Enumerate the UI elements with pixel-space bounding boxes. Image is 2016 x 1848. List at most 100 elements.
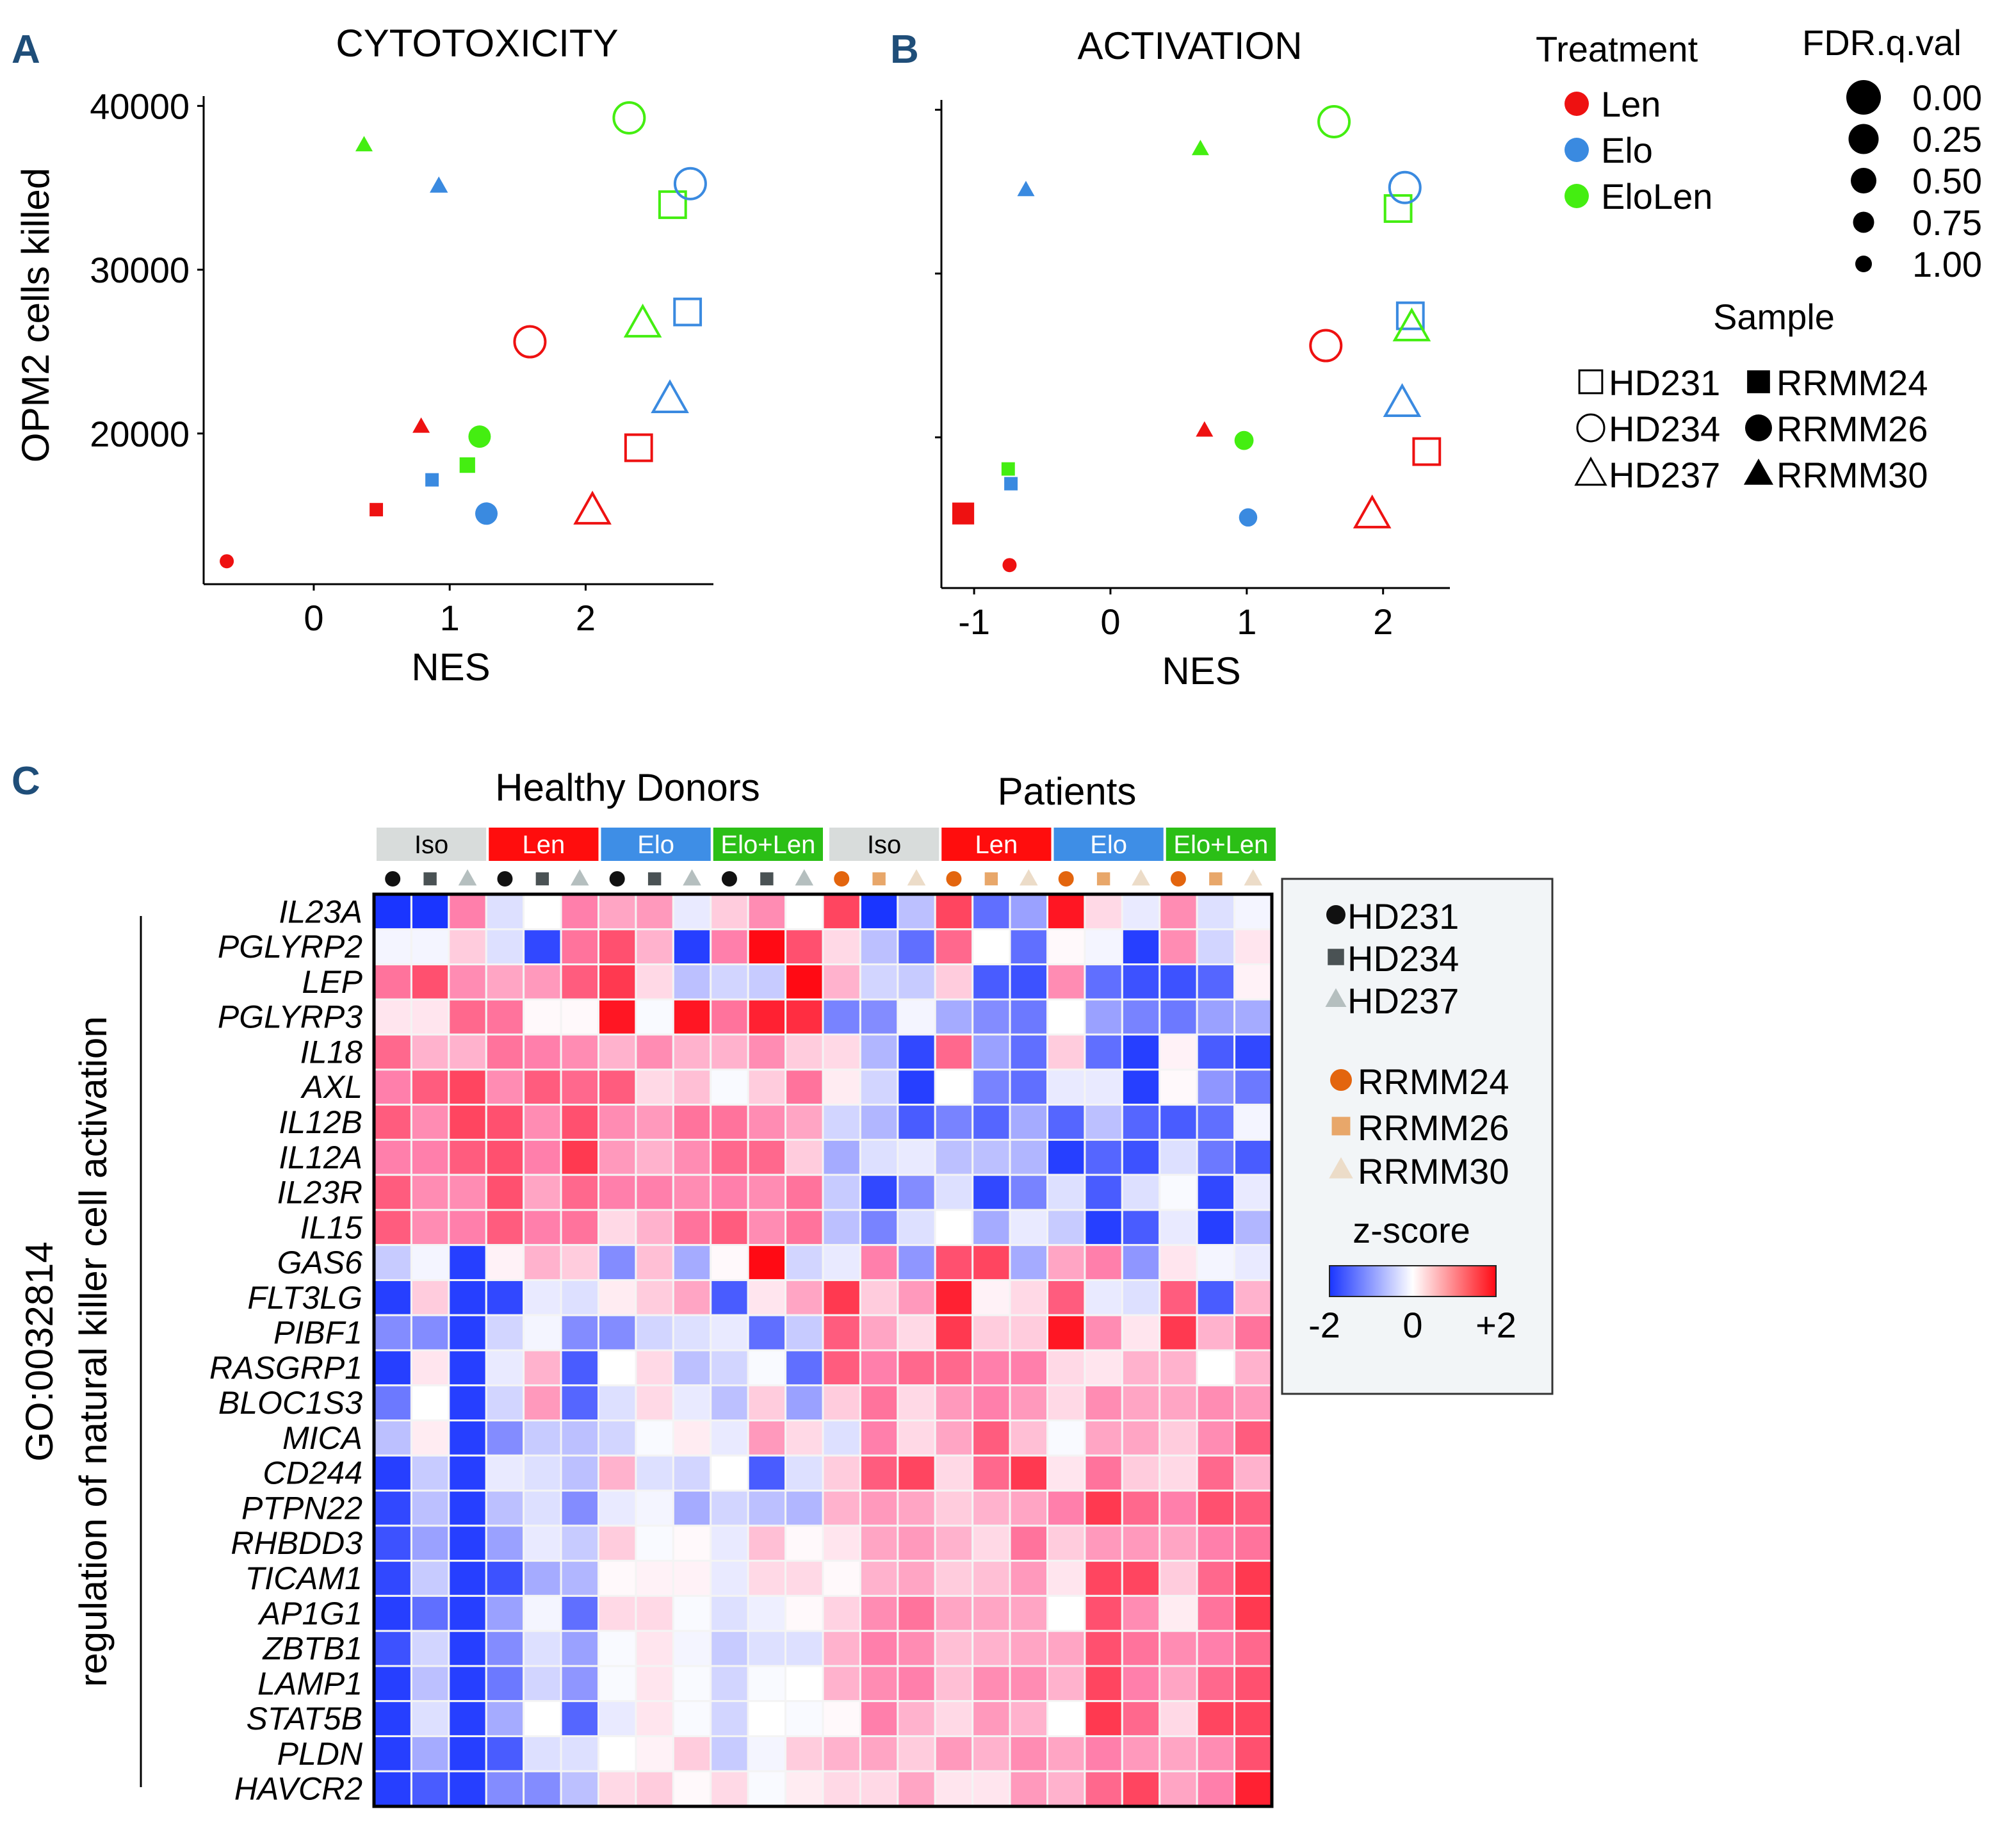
heatmap-cell xyxy=(373,1560,412,1597)
heatmap-cell xyxy=(784,1770,824,1808)
heatmap-cell xyxy=(1121,1560,1161,1597)
sample-hd231-icon xyxy=(385,871,401,887)
heatmap-cell xyxy=(410,1419,450,1457)
heatmap-cell xyxy=(897,1419,936,1457)
heatmap-ylabel-term: regulation of natural killer cell activa… xyxy=(72,1016,115,1687)
heatmap-cell xyxy=(934,1209,974,1247)
heatmap-cell xyxy=(523,1770,562,1808)
heatmap-cell xyxy=(1196,1735,1236,1772)
heatmap-cell xyxy=(1121,1454,1161,1492)
data-point-rrmm30-elo xyxy=(1017,181,1035,197)
heatmap-cell xyxy=(1233,1349,1273,1387)
heatmap-cell xyxy=(934,1068,974,1106)
heatmap-cell xyxy=(485,1138,525,1176)
heatmap-cell xyxy=(859,1104,899,1141)
heatmap-cell xyxy=(710,1173,749,1211)
heatmap-cell xyxy=(373,1384,412,1422)
heatmap-cell xyxy=(971,1173,1011,1211)
heatmap-cell xyxy=(1009,1700,1049,1737)
heatmap-cell xyxy=(934,1700,974,1737)
heatmap-cell xyxy=(410,1525,450,1562)
heatmap-cell xyxy=(1158,1594,1198,1632)
treatment-bar-elolen xyxy=(1166,828,1276,861)
heatmap-cell xyxy=(373,893,412,931)
heatmap-cell xyxy=(1158,1384,1198,1422)
heatmap-cell xyxy=(635,893,674,931)
heatmap-cell xyxy=(1196,1244,1236,1281)
heatmap-cell xyxy=(1233,1104,1273,1141)
heatmap-cell xyxy=(897,1525,936,1562)
heatmap-cell xyxy=(448,1454,487,1492)
heatmap-legend-label: RRMM26 xyxy=(1358,1108,1509,1148)
sample-rrmm30-icon xyxy=(1019,869,1038,886)
heatmap-cell xyxy=(373,1770,412,1808)
heatmap-cell xyxy=(1233,1665,1273,1703)
heatmap-cell xyxy=(1009,1314,1049,1352)
heatmap-legend-label: RRMM30 xyxy=(1358,1151,1509,1191)
heatmap-cell xyxy=(410,1138,450,1176)
heatmap-cell xyxy=(597,1314,637,1352)
heatmap-cell xyxy=(1009,1525,1049,1562)
panel-label-b: B xyxy=(890,28,919,72)
heatmap-cell xyxy=(747,1770,787,1808)
heatmap-cell xyxy=(710,1735,749,1772)
gene-label: IL18 xyxy=(300,1034,363,1070)
heatmap-cell xyxy=(822,1489,861,1527)
treatment-label: EloLen xyxy=(1601,176,1712,217)
heatmap-legend-label: HD237 xyxy=(1347,981,1459,1021)
data-point-hd237-elolen xyxy=(623,304,662,338)
heatmap-cell xyxy=(597,998,637,1036)
heatmap-cell xyxy=(747,1033,787,1071)
heatmap-cell xyxy=(1009,1104,1049,1141)
heatmap-cell xyxy=(822,1594,861,1632)
heatmap-cell xyxy=(1046,963,1086,1001)
heatmap-cell xyxy=(560,1384,599,1422)
heatmap-cell xyxy=(822,1244,861,1281)
heatmap-cell xyxy=(373,1314,412,1352)
heatmap-cell xyxy=(1009,1279,1049,1316)
heatmap-cell xyxy=(1196,963,1236,1001)
heatmap-cell xyxy=(373,1735,412,1772)
heatmap-cell xyxy=(1121,963,1161,1001)
heatmap-cell xyxy=(822,1665,861,1703)
heatmap-cell xyxy=(1046,1665,1086,1703)
sample-label: HD231 xyxy=(1609,363,1720,403)
treatment-bar-len xyxy=(489,828,599,861)
heatmap-cell xyxy=(1121,1138,1161,1176)
heatmap-cell xyxy=(1158,1770,1198,1808)
heatmap-cell xyxy=(448,893,487,931)
heatmap-cell xyxy=(1121,1525,1161,1562)
heatmap-cell xyxy=(597,1700,637,1737)
heatmap-cell xyxy=(1009,1735,1049,1772)
gene-label: MICA xyxy=(282,1420,362,1456)
heatmap-cell xyxy=(560,1735,599,1772)
heatmap-cell xyxy=(523,1525,562,1562)
heatmap-cell xyxy=(597,1068,637,1106)
heatmap-cell xyxy=(1084,1700,1123,1737)
heatmap-cell xyxy=(1233,1630,1273,1667)
heatmap-cell xyxy=(635,1419,674,1457)
data-point-hd234-elolen xyxy=(1317,105,1351,139)
heatmap-cell xyxy=(1121,1384,1161,1422)
heatmap-cell xyxy=(934,1489,974,1527)
heatmap-cell xyxy=(1009,1665,1049,1703)
heatmap-cell xyxy=(859,1384,899,1422)
heatmap-cell xyxy=(597,1033,637,1071)
heatmap-cell xyxy=(934,928,974,966)
heatmap-cell xyxy=(822,1419,861,1457)
heatmap-cell xyxy=(1084,1525,1123,1562)
heatmap-cell xyxy=(1009,1384,1049,1422)
heatmap-cell xyxy=(1196,1489,1236,1527)
heatmap-cell xyxy=(410,1104,450,1141)
heatmap-cell xyxy=(710,1489,749,1527)
panel-label-c: C xyxy=(12,759,40,803)
gene-label: RASGRP1 xyxy=(209,1350,362,1386)
heatmap-cell xyxy=(485,1173,525,1211)
heatmap-cell xyxy=(1084,1314,1123,1352)
heatmap-cell xyxy=(859,1770,899,1808)
heatmap-cell xyxy=(1196,1419,1236,1457)
heatmap-cell xyxy=(971,1630,1011,1667)
fdr-size-icon xyxy=(1846,80,1881,115)
heatmap-cell xyxy=(1196,1770,1236,1808)
heatmap-cell xyxy=(710,1630,749,1667)
